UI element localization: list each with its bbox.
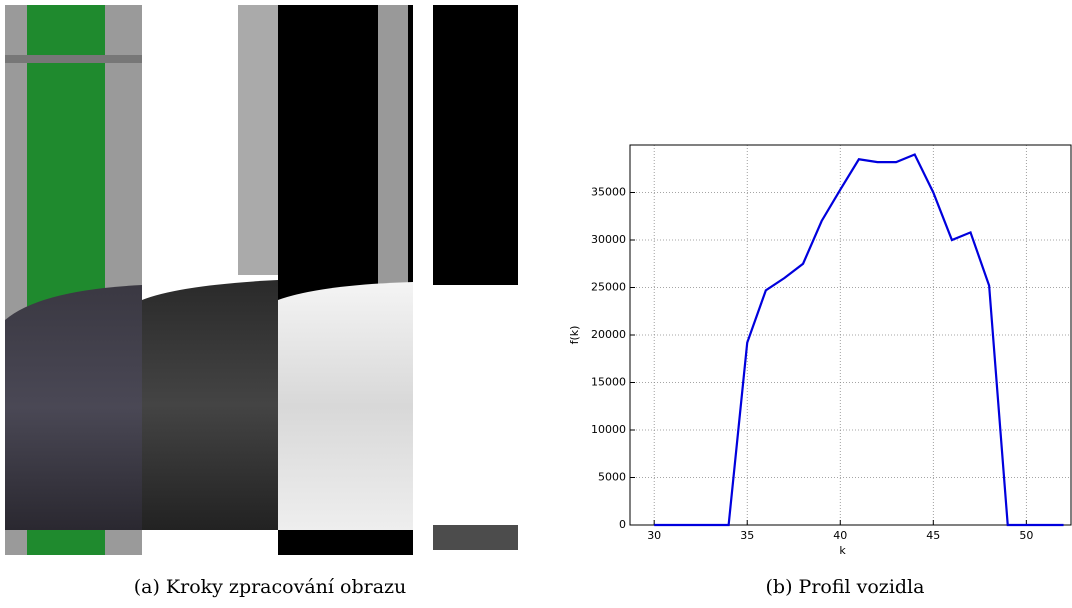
caption: (a) Kroky zpracování obrazu [134,576,407,598]
y-tick-label: 30000 [591,233,626,246]
y-tick-label: 25000 [591,281,626,294]
caption: (b) Profil vozidla [766,576,925,598]
x-tick-label: 30 [647,529,661,542]
plot-frame [629,144,1072,526]
x-tick-label: 40 [833,529,847,542]
y-tick-label: 15000 [591,376,626,389]
x-tick-label: 35 [740,529,754,542]
y-tick-label: 35000 [591,186,626,199]
y-tick-label: 10000 [591,423,626,436]
x-axis-label: k [839,544,846,557]
y-tick-label: 5000 [598,471,626,484]
x-tick-label: 50 [1019,529,1033,542]
y-tick-label: 20000 [591,328,626,341]
chart: 0 5000 10000 15000 20000 25000 30000 35000 30 35 4… [568,144,1072,557]
y-axis-label: f(k) [568,326,581,345]
image-strips [5,5,550,555]
y-tick-label: 0 [619,518,626,531]
data-line [654,153,1064,527]
x-tick-label: 45 [926,529,940,542]
